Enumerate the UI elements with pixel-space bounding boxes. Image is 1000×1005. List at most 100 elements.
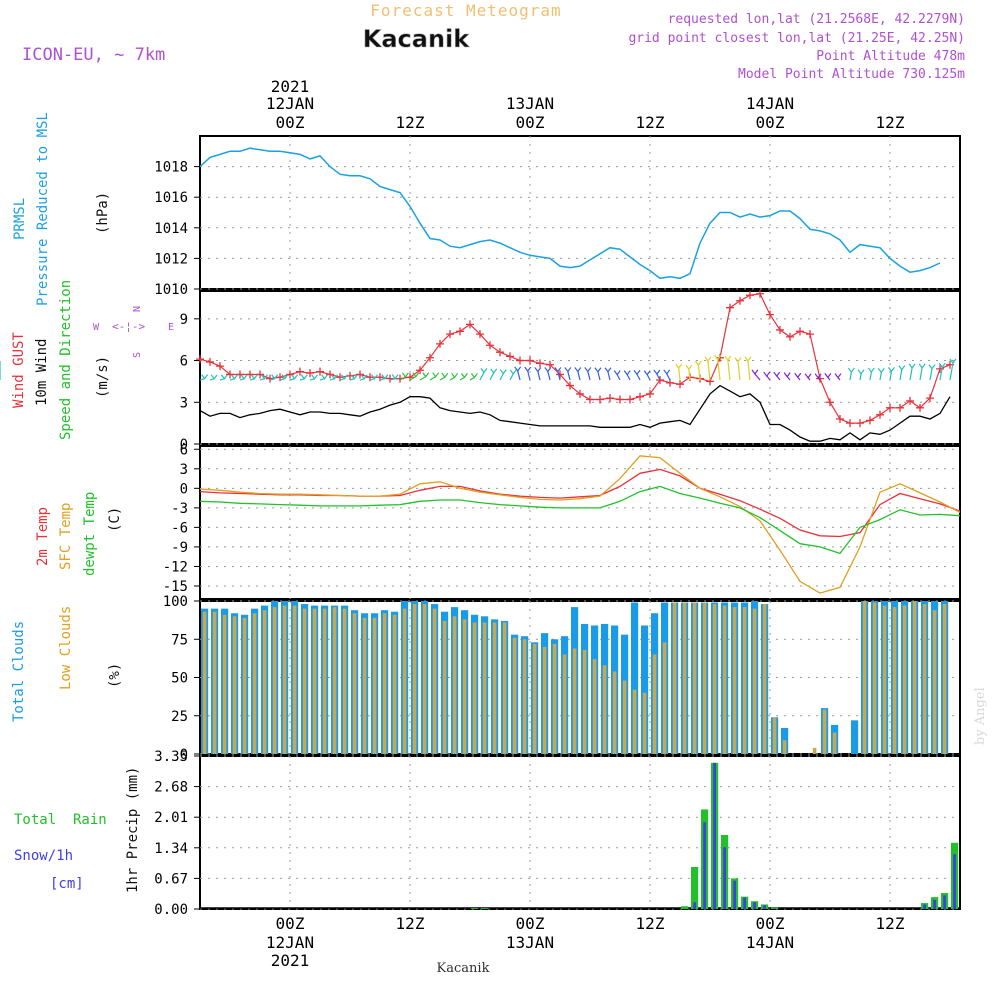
wind-arrow-shaft bbox=[777, 376, 780, 380]
gust-marker bbox=[596, 395, 604, 403]
gust-marker bbox=[726, 304, 734, 312]
wind-arrow-shaft bbox=[548, 371, 550, 380]
precip-ytick-label: 0.00 bbox=[154, 902, 188, 918]
wind-direction-arrow bbox=[310, 375, 318, 380]
wind-direction-arrow bbox=[250, 375, 257, 380]
temp-panel-titles: 2m Temp SFC Temp dewpt Temp (C) bbox=[35, 492, 123, 576]
bottom-axis-date: 12JAN bbox=[266, 933, 314, 952]
wind-arrow-head bbox=[461, 373, 467, 377]
wind-line bbox=[200, 386, 950, 442]
wind-arrow-shaft bbox=[608, 372, 610, 380]
low-cloud-bar bbox=[543, 647, 547, 754]
wind-arrow-head bbox=[322, 375, 328, 379]
wind-arrow-shaft bbox=[380, 379, 385, 380]
snow-bar bbox=[713, 763, 716, 909]
rain-bar bbox=[681, 906, 688, 909]
wind-direction-arrow bbox=[624, 371, 630, 380]
temp-unit: (C) bbox=[107, 507, 123, 532]
sfc-temp-line bbox=[200, 456, 960, 593]
wind-arrow-head bbox=[481, 368, 487, 372]
wind-direction-arrow bbox=[480, 368, 487, 380]
wind-arrow-head bbox=[752, 370, 758, 374]
gust-marker bbox=[806, 330, 814, 338]
wind-arrow-shaft bbox=[920, 368, 922, 380]
low-cloud-bar bbox=[583, 650, 587, 754]
low-cloud-bar bbox=[233, 616, 237, 754]
wind-direction-arrow bbox=[644, 371, 650, 380]
low-cloud-bar bbox=[423, 604, 427, 754]
bottom-axis-year: 2021 bbox=[271, 951, 310, 970]
wind-arrow-head bbox=[614, 371, 620, 375]
low-cloud-bar bbox=[623, 681, 627, 754]
wind-arrow-shaft bbox=[850, 372, 851, 380]
gust-marker bbox=[856, 419, 864, 427]
bottom-axis-date: 13JAN bbox=[506, 933, 554, 952]
wind-direction-arrow bbox=[795, 373, 801, 380]
low-cloud-bar bbox=[213, 612, 217, 754]
temp-ytick-label: -9 bbox=[171, 540, 188, 556]
gust-marker bbox=[206, 358, 214, 366]
wind-arrow-head bbox=[392, 375, 398, 379]
wind-arrow-head bbox=[545, 367, 551, 371]
wind-direction-arrow bbox=[664, 370, 670, 380]
location-title: Kacanik bbox=[363, 25, 471, 53]
wind-direction-arrow bbox=[950, 359, 956, 380]
low-cloud-bar bbox=[413, 604, 417, 754]
wind-arrow-head bbox=[695, 361, 701, 365]
wind-arrow-head bbox=[221, 375, 227, 379]
gust-marker bbox=[526, 357, 534, 365]
gust-marker bbox=[196, 355, 204, 363]
wind-arrow-shaft bbox=[490, 373, 494, 380]
wind-arrow-shaft bbox=[728, 360, 730, 380]
rain-bar bbox=[481, 908, 488, 909]
low-cloud-bar bbox=[263, 610, 267, 754]
low-cloud-bar bbox=[463, 619, 467, 754]
bottom-axis-hour: 12Z bbox=[636, 914, 665, 933]
wind-direction-arrow bbox=[400, 373, 408, 380]
wind-arrow-shaft bbox=[627, 375, 630, 380]
wind-arrow-shaft bbox=[708, 361, 710, 380]
wind-arrow-head bbox=[251, 375, 257, 379]
wind-arrow-head bbox=[402, 373, 408, 377]
wind-arrow-shaft bbox=[310, 379, 315, 380]
wind-arrow-head bbox=[510, 370, 516, 374]
wind-arrow-shaft bbox=[280, 379, 285, 380]
wind-arrow-shaft bbox=[420, 377, 426, 380]
wind-arrow-head bbox=[686, 365, 692, 369]
wind-arrow-head bbox=[774, 372, 780, 376]
low-cloud-bar bbox=[333, 607, 337, 754]
cloud-unit: (%) bbox=[107, 663, 123, 688]
pressure-ytick-label: 1010 bbox=[154, 282, 188, 298]
low-cloud-bar bbox=[383, 613, 387, 754]
low-cloud-bar bbox=[833, 733, 837, 754]
wind-arrow-head bbox=[491, 369, 497, 373]
wind-direction-arrow bbox=[595, 368, 601, 380]
low-cloud-bar bbox=[683, 603, 687, 754]
low-cloud-bar bbox=[733, 607, 737, 754]
wind-arrow-head bbox=[735, 358, 741, 362]
low-cloud-bar bbox=[273, 607, 277, 754]
wind-arrow-shaft bbox=[667, 374, 670, 380]
temp-ytick-label: 3 bbox=[180, 462, 188, 478]
low-cloud-bar bbox=[823, 710, 827, 754]
temp2m-title: 2m Temp bbox=[35, 507, 51, 566]
wind-arrow-shaft bbox=[300, 379, 304, 380]
low-cloud-bar bbox=[553, 644, 557, 754]
wind-direction-arrow bbox=[535, 367, 541, 380]
gust-marker bbox=[796, 327, 804, 335]
wind-direction-arrow bbox=[654, 370, 660, 380]
gust-marker bbox=[876, 411, 884, 419]
sfc-title: SFC Temp bbox=[58, 503, 74, 570]
top-axis-hour: 12Z bbox=[396, 113, 425, 132]
temp-ytick-label: -15 bbox=[163, 579, 188, 595]
wind-direction-arrow bbox=[899, 366, 905, 380]
wind-arrow-head bbox=[282, 375, 288, 379]
low-cloud-bar bbox=[593, 659, 597, 754]
low-cloud-bar bbox=[513, 638, 517, 754]
wind-arrow-shaft bbox=[588, 371, 590, 380]
compass-e: E bbox=[168, 322, 174, 333]
wind-arrow-shaft bbox=[360, 379, 364, 380]
low-cloud-bar bbox=[663, 642, 667, 754]
low-cloud-bar bbox=[373, 618, 377, 754]
